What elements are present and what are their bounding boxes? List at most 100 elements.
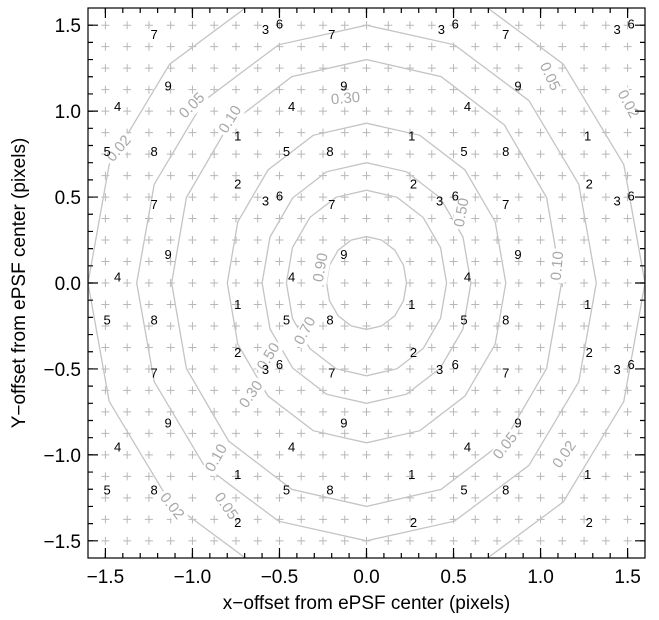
grid-marker	[384, 515, 393, 524]
grid-marker	[558, 300, 567, 309]
grid-marker	[427, 85, 436, 94]
grid-marker	[188, 64, 197, 73]
point-label: 5	[460, 482, 467, 497]
grid-marker	[558, 21, 567, 30]
grid-marker	[536, 128, 545, 137]
grid-marker	[188, 171, 197, 180]
contour-label-bg	[548, 248, 568, 284]
grid-marker	[340, 107, 349, 116]
grid-marker	[449, 472, 458, 481]
grid-marker	[166, 107, 175, 116]
grid-marker	[558, 536, 567, 545]
grid-marker	[297, 407, 306, 416]
y-tick-label: −1.5	[43, 532, 81, 553]
grid-marker	[384, 279, 393, 287]
grid-marker	[449, 493, 458, 502]
grid-marker	[406, 21, 415, 30]
grid-marker	[318, 386, 327, 395]
point-label: 9	[514, 247, 521, 262]
grid-marker	[623, 171, 632, 180]
grid-marker	[384, 128, 393, 137]
grid-marker	[427, 321, 436, 330]
contour-line-0-30	[226, 122, 507, 444]
grid-marker	[449, 107, 458, 116]
grid-marker	[210, 193, 219, 202]
grid-marker	[210, 300, 219, 309]
contour-label-bg	[534, 57, 564, 96]
grid-marker	[253, 85, 262, 94]
grid-marker	[493, 472, 502, 481]
grid-marker	[384, 171, 393, 180]
grid-marker	[427, 257, 436, 266]
grid-marker	[166, 429, 175, 438]
grid-marker	[231, 236, 240, 245]
contour-label-bg	[209, 487, 242, 525]
grid-marker	[471, 515, 480, 524]
grid-marker	[101, 515, 110, 524]
grid-marker	[144, 128, 153, 137]
grid-marker	[123, 42, 132, 51]
grid-marker	[362, 450, 371, 459]
point-label: 4	[114, 439, 121, 454]
grid-marker	[514, 515, 523, 524]
grid-marker	[297, 450, 306, 459]
point-label: 1	[234, 467, 241, 482]
grid-marker	[406, 42, 415, 51]
grid-marker	[406, 236, 415, 245]
grid-marker	[623, 407, 632, 416]
grid-marker	[318, 150, 327, 159]
grid-marker	[297, 171, 306, 180]
grid-marker	[623, 321, 632, 330]
grid-marker	[362, 364, 371, 373]
grid-marker	[231, 42, 240, 51]
grid-marker	[471, 214, 480, 223]
grid-marker	[231, 21, 240, 30]
point-label: 6	[452, 17, 459, 32]
grid-marker	[623, 150, 632, 159]
grid-marker	[471, 236, 480, 245]
grid-marker	[123, 107, 132, 116]
grid-marker	[362, 171, 371, 180]
grid-marker	[514, 171, 523, 180]
point-label: 7	[328, 197, 335, 212]
grid-marker	[536, 107, 545, 116]
grid-marker	[144, 150, 153, 159]
point-label: 8	[151, 144, 158, 159]
y-tick-label: −1.0	[43, 446, 81, 467]
y-tick-label: −0.5	[43, 360, 81, 381]
grid-marker	[536, 257, 545, 266]
grid-marker	[297, 193, 306, 202]
point-label: 9	[340, 79, 347, 94]
grid-marker	[427, 171, 436, 180]
grid-marker	[318, 85, 327, 94]
point-label: 5	[104, 482, 111, 497]
grid-marker	[144, 171, 153, 180]
grid-marker	[580, 429, 589, 438]
grid-marker	[188, 364, 197, 373]
grid-marker	[580, 128, 589, 137]
grid-marker	[427, 429, 436, 438]
point-label: 4	[288, 269, 295, 284]
grid-marker	[384, 450, 393, 459]
grid-marker	[449, 536, 458, 545]
grid-marker	[471, 257, 480, 266]
grid-marker	[101, 472, 110, 481]
grid-marker	[188, 386, 197, 395]
grid-marker	[297, 214, 306, 223]
grid-marker	[384, 300, 393, 309]
grid-marker	[123, 364, 132, 373]
grid-marker	[340, 429, 349, 438]
grid-marker	[580, 450, 589, 459]
grid-marker	[253, 450, 262, 459]
grid-marker	[231, 171, 240, 180]
grid-marker	[493, 407, 502, 416]
grid-marker	[558, 236, 567, 245]
grid-marker	[514, 236, 523, 245]
grid-marker	[601, 321, 610, 330]
grid-marker	[144, 300, 153, 309]
grid-marker	[362, 85, 371, 94]
grid-marker	[493, 493, 502, 502]
grid-marker	[471, 85, 480, 94]
grid-marker	[558, 515, 567, 524]
grid-marker	[318, 21, 327, 30]
